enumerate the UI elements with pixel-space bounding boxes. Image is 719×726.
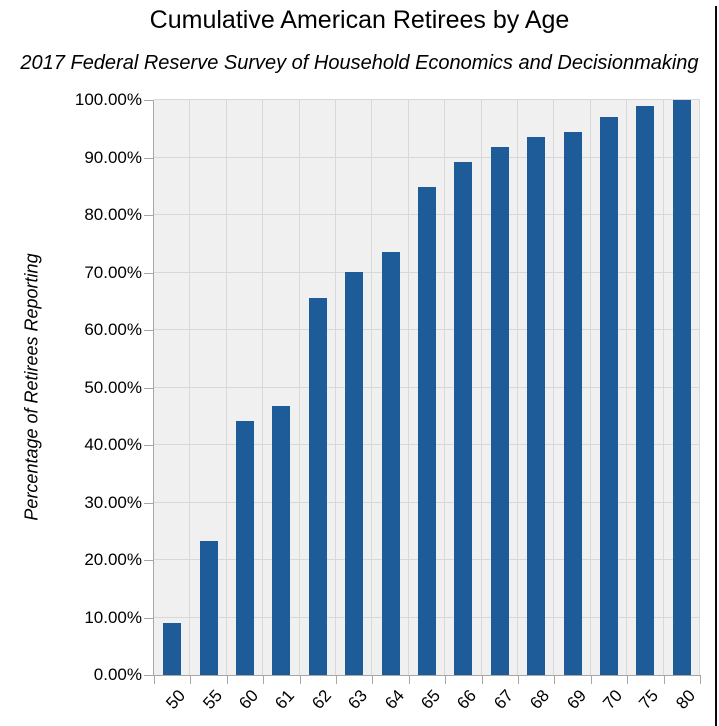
bar [236,421,254,675]
y-tick-label: 70.00% [84,262,142,282]
v-gridline [408,100,409,675]
x-tick-label: 50 [162,686,190,713]
x-axis-tick [154,675,155,684]
y-axis-tick [144,560,153,561]
x-axis-tick [518,675,519,684]
y-axis-tick [144,617,153,619]
v-gridline [699,100,700,675]
x-tick-label: 60 [235,686,263,713]
x-tick-label: 55 [198,686,226,713]
x-axis-tick [300,675,301,684]
x-tick-label: 70 [599,686,627,713]
x-tick-label: 62 [308,686,335,713]
v-gridline [371,100,372,675]
x-tick-label: 65 [417,686,445,713]
v-gridline [626,100,627,675]
y-tick-label: 80.00% [84,205,142,224]
y-tick-label: 10.00% [84,607,142,627]
x-axis-tick [372,675,373,684]
bar [199,541,218,675]
y-tick-label: 60.00% [84,320,142,339]
v-gridline [553,100,554,675]
x-axis-tick [627,675,628,684]
x-axis-tick [482,675,483,684]
x-tick-label: 67 [490,686,517,713]
x-axis-tick [263,675,264,684]
y-axis-tick [144,157,153,159]
bar [308,298,327,675]
x-tick-label: 63 [344,686,372,713]
v-gridline [517,100,518,675]
bar [418,187,436,675]
y-tick-label: 20.00% [84,550,142,569]
y-axis-tick [144,272,153,274]
x-axis-tick [591,675,592,684]
v-gridline [226,100,227,675]
y-tick-label: 50.00% [84,377,142,397]
x-axis-line [144,675,700,676]
y-axis-title: Percentage of Retirees Reporting [21,253,42,521]
bar [345,272,364,675]
bar [454,162,473,675]
bar [272,406,291,675]
y-axis-tick [144,330,153,331]
x-axis-tick [336,675,337,684]
x-tick-label: 68 [526,686,554,713]
x-tick-label: 64 [380,686,408,713]
y-tick-label: 0.00% [93,665,142,684]
bar [600,117,618,675]
bar [672,100,691,675]
h-gridline [154,99,700,100]
chart-title: Cumulative American Retirees by Age [149,6,570,34]
y-axis-tick [144,100,153,101]
bar [381,252,400,675]
v-gridline [444,100,445,675]
x-tick-label: 80 [672,686,699,713]
bar [636,106,655,675]
v-gridline [481,100,482,675]
v-gridline [262,100,263,675]
x-tick-label: 69 [562,686,590,713]
x-tick-label: 61 [271,686,299,713]
y-axis-tick [144,502,153,504]
bar [490,147,509,675]
y-axis-tick [144,445,153,446]
plot-area [154,99,700,675]
screen-edge-line [715,6,717,726]
y-axis-tick [144,675,153,676]
x-tick-label: 75 [635,686,663,713]
x-axis-tick [190,675,191,684]
v-gridline [335,100,336,675]
v-gridline [189,100,190,675]
y-axis-tick [144,215,153,216]
y-tick-label: 100.00% [74,90,142,109]
x-tick-label: 66 [453,686,481,713]
x-axis-tick [445,675,446,684]
y-axis-tick [144,387,153,389]
x-axis-tick [554,675,555,684]
v-gridline [663,100,664,675]
x-axis-tick [409,675,410,684]
x-axis-tick [664,675,665,684]
x-axis-tick [227,675,228,684]
v-gridline [299,100,300,675]
bar [527,137,546,675]
bar [163,623,182,675]
y-tick-label: 30.00% [84,492,142,512]
y-tick-label: 40.00% [84,435,142,454]
chart-subtitle: 2017 Federal Reserve Survey of Household… [20,52,699,74]
v-gridline [590,100,591,675]
y-tick-label: 90.00% [84,147,142,167]
bar [563,132,582,675]
h-gridline [154,156,700,158]
x-axis-tick [700,675,701,684]
